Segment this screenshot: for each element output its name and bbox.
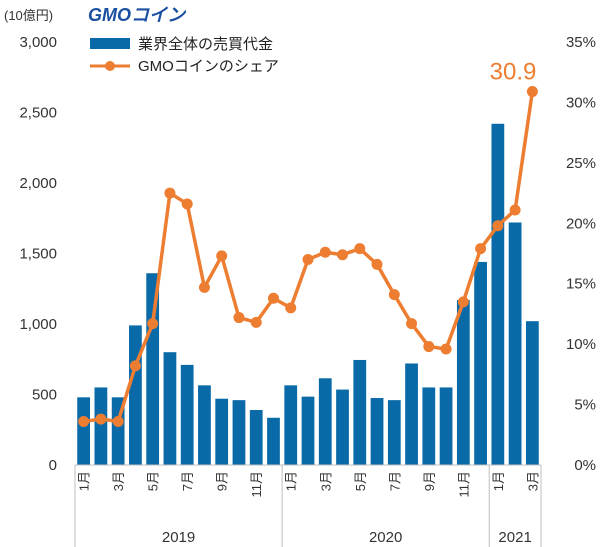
bar-series	[77, 123, 539, 465]
share-point	[302, 254, 314, 266]
share-point	[457, 296, 469, 308]
x-tick-label: 11月	[456, 471, 471, 498]
y-right-tick-label: 35%	[566, 34, 596, 51]
bar	[422, 387, 436, 465]
year-label: 2020	[369, 529, 402, 546]
bar	[370, 398, 384, 465]
bar	[301, 396, 315, 465]
x-tick-label: 5月	[146, 471, 161, 491]
share-point	[388, 289, 400, 301]
x-tick-label: 3月	[111, 471, 126, 491]
x-axis: 1月 3月 5月 7月 9月 11月 1月 3月 5月 7月 9月 11月 1月 3月 2019 2020 20…	[74, 464, 542, 547]
bar	[491, 123, 505, 465]
x-tick-label: 7月	[180, 471, 195, 491]
bar	[405, 363, 418, 465]
bar	[508, 222, 522, 465]
logo-wordmark: GMOコイン	[88, 5, 187, 25]
share-point	[337, 249, 349, 261]
y-left-tick-label: 0	[49, 457, 57, 474]
share-point	[319, 246, 331, 258]
share-point	[164, 187, 176, 199]
legend-label-volume: 業界全体の売買代金	[138, 35, 273, 53]
y-left-tick-label: 3,000	[19, 34, 57, 51]
share-point	[406, 318, 418, 330]
y-right-tick-label: 10%	[566, 336, 596, 353]
bar	[77, 397, 91, 465]
share-point	[233, 312, 245, 324]
share-point	[250, 316, 262, 328]
share-point	[216, 250, 228, 262]
x-tick-label: 1月	[77, 471, 92, 491]
bar	[267, 417, 280, 465]
y-left-tick-label: 2,000	[19, 175, 57, 192]
share-point	[526, 86, 538, 98]
y-left-tick-label: 500	[32, 387, 57, 404]
share-point	[198, 281, 210, 293]
bar	[129, 325, 142, 465]
x-tick-label: 9月	[215, 471, 230, 491]
y-right-tick-label: 15%	[566, 276, 596, 293]
bar	[284, 385, 298, 465]
bar	[94, 387, 108, 465]
gmo-coin-logo: GMOコイン	[88, 5, 187, 25]
share-point	[440, 343, 452, 355]
share-point	[112, 415, 124, 427]
y-right-tick-label: 5%	[574, 397, 596, 414]
y-left-tick-label: 1,000	[19, 316, 57, 333]
bar	[353, 359, 367, 465]
x-tick-label: 11月	[249, 471, 264, 498]
share-point	[475, 243, 487, 255]
share-point	[371, 258, 383, 270]
bar	[163, 352, 177, 465]
y-right-tick-label: 25%	[566, 155, 596, 172]
y-right-tick-label: 30%	[566, 94, 596, 111]
bar	[387, 400, 401, 465]
x-tick-label: 7月	[387, 471, 402, 491]
bar	[180, 364, 194, 465]
bar	[215, 398, 229, 465]
share-point	[492, 220, 504, 232]
share-point	[509, 204, 521, 216]
share-annotation: 30.9	[490, 59, 537, 86]
bar	[318, 378, 332, 465]
bar	[525, 321, 539, 465]
share-point	[267, 292, 279, 304]
y-left-tick-label: 1,500	[19, 246, 57, 263]
x-tick-label: 1月	[491, 471, 506, 491]
bar	[336, 389, 349, 465]
legend-label-share: GMOコインのシェア	[138, 58, 279, 75]
share-point	[181, 198, 193, 210]
bar	[474, 261, 487, 465]
bar	[456, 300, 470, 465]
x-tick-label: 3月	[318, 471, 333, 491]
x-tick-label: 5月	[353, 471, 368, 491]
bar	[232, 400, 246, 465]
x-tick-label: 9月	[422, 471, 437, 491]
share-point	[147, 318, 159, 330]
x-tick-label: 1月	[284, 471, 299, 491]
axes: 0 500 1,000 1,500 2,000 2,500 3,000 0% 5% 10% 15% 2…	[19, 34, 596, 474]
share-point	[95, 413, 107, 425]
bar	[198, 385, 211, 465]
y-right-tick-label: 20%	[566, 215, 596, 232]
line-series	[78, 86, 538, 427]
x-tick-label: 3月	[525, 471, 540, 491]
share-point	[78, 415, 90, 427]
legend-swatch-marker	[105, 61, 115, 71]
y-left-tick-label: 2,500	[19, 105, 57, 122]
legend: 業界全体の売買代金 GMOコインのシェア	[90, 35, 279, 75]
year-label: 2019	[162, 529, 195, 546]
legend-swatch-bar	[90, 38, 130, 49]
year-label: 2021	[498, 529, 531, 546]
left-axis-unit: (10億円)	[4, 8, 53, 23]
share-point	[285, 302, 297, 314]
share-point	[423, 341, 435, 353]
bar	[249, 410, 263, 465]
share-point	[354, 243, 366, 255]
bar	[439, 387, 453, 465]
y-right-tick-label: 0%	[574, 457, 596, 474]
share-point	[129, 360, 141, 372]
